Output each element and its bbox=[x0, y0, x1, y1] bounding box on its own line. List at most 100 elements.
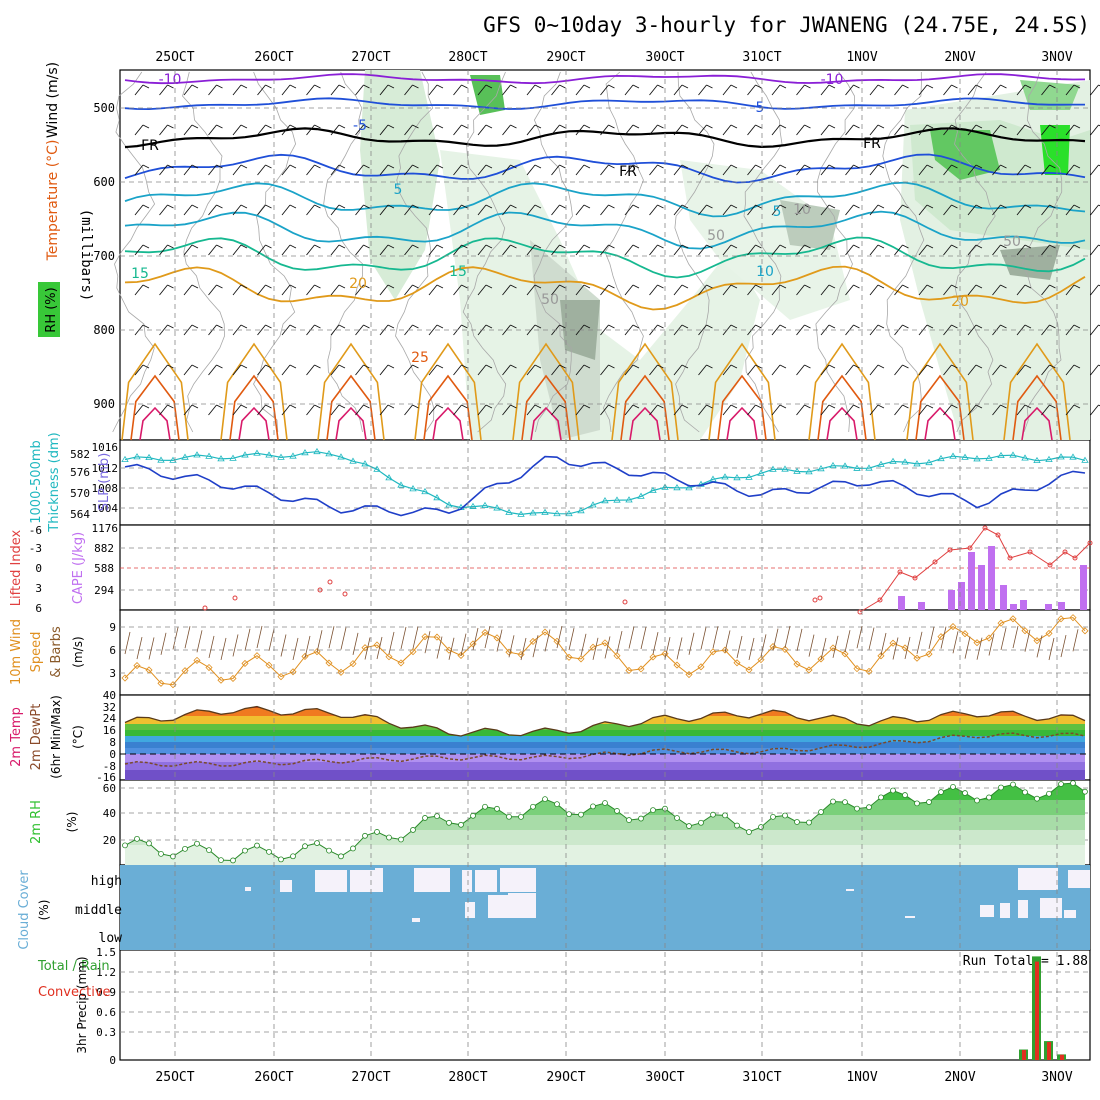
barb-flag bbox=[681, 324, 689, 329]
barb-flag bbox=[877, 364, 885, 369]
wind-barb bbox=[134, 204, 150, 216]
barb-staff bbox=[428, 124, 438, 136]
surface-barb bbox=[304, 635, 311, 658]
cape-bar bbox=[1020, 600, 1027, 610]
barb-flag bbox=[706, 164, 713, 169]
bottom-x-tick: 3NOV bbox=[1041, 1070, 1072, 1085]
barb-staff bbox=[820, 364, 830, 376]
pressure-tick: 700 bbox=[93, 249, 115, 263]
wind-barb bbox=[208, 204, 223, 216]
diurnal-contour bbox=[708, 342, 776, 441]
diurnal-contour bbox=[238, 406, 270, 441]
surface-barb bbox=[1048, 637, 1055, 661]
li-point bbox=[817, 595, 823, 601]
barb-flag bbox=[853, 404, 860, 409]
barb-staff bbox=[551, 244, 560, 256]
li-point bbox=[967, 545, 973, 551]
wind-barb bbox=[600, 84, 615, 96]
wind-barb bbox=[355, 164, 370, 176]
wind-barb bbox=[330, 244, 346, 256]
barb-staff bbox=[747, 244, 756, 256]
wind-barb bbox=[330, 204, 346, 216]
barb-flag bbox=[755, 324, 762, 329]
rh-contour bbox=[815, 71, 855, 433]
barb-flag bbox=[338, 404, 346, 409]
barb-staff bbox=[404, 284, 413, 296]
wind-barb bbox=[134, 84, 150, 96]
barb-flag bbox=[902, 364, 909, 369]
barb-staff bbox=[624, 204, 634, 216]
contour-label: 50 bbox=[541, 292, 559, 308]
barb-flag bbox=[559, 324, 566, 329]
thickness-slp-panel: 582576570564101610121008100411761000-500… bbox=[29, 432, 1090, 535]
wind-barb bbox=[698, 204, 713, 216]
temperature-contour bbox=[124, 73, 1086, 85]
wind-barb bbox=[747, 124, 762, 136]
surface-barb bbox=[220, 637, 227, 661]
barb-flag bbox=[608, 164, 615, 169]
wind-barb bbox=[330, 404, 346, 416]
barb-flag bbox=[534, 124, 542, 129]
contour-label: -10 bbox=[821, 72, 844, 88]
barb-staff bbox=[992, 284, 1001, 296]
rh-point bbox=[842, 799, 848, 806]
barb-flag bbox=[877, 204, 885, 209]
diurnal-contour bbox=[808, 342, 876, 441]
wind-barb bbox=[771, 204, 787, 216]
wind-barb bbox=[771, 84, 787, 96]
thickness-point bbox=[421, 487, 429, 495]
barb-staff bbox=[943, 364, 952, 376]
barb-flag bbox=[608, 364, 615, 369]
rh-point bbox=[1070, 780, 1076, 787]
surface-barb bbox=[568, 628, 575, 651]
rh-point bbox=[854, 805, 860, 812]
precip-tick: 0.6 bbox=[96, 1006, 116, 1019]
barb-flag bbox=[461, 84, 468, 89]
dewpoint-line bbox=[124, 732, 1086, 767]
barb-flag bbox=[363, 124, 370, 129]
barb-staff bbox=[502, 244, 511, 256]
top-x-tick: 28OCT bbox=[448, 50, 487, 65]
barb-flag bbox=[951, 404, 958, 409]
wind-barb bbox=[894, 124, 909, 136]
barb-staff bbox=[575, 164, 585, 176]
barb-flag bbox=[436, 324, 444, 329]
wind-barb bbox=[673, 404, 689, 416]
thickness-point bbox=[973, 455, 981, 462]
rh-contour bbox=[112, 71, 156, 433]
thickness-point bbox=[577, 507, 585, 514]
barb-staff bbox=[1041, 164, 1050, 176]
contour-label: 15 bbox=[449, 264, 467, 280]
wind-barb bbox=[379, 84, 395, 96]
wind-barb bbox=[992, 284, 1007, 296]
wind-barb bbox=[600, 324, 615, 336]
barb-flag bbox=[828, 244, 836, 249]
barb-flag bbox=[485, 364, 493, 369]
barb-staff bbox=[502, 204, 511, 216]
barb-flag bbox=[387, 324, 395, 329]
barb-flag bbox=[1000, 84, 1007, 89]
li-point bbox=[1027, 549, 1033, 555]
barb-flag bbox=[314, 324, 321, 329]
barb-flag bbox=[853, 364, 860, 369]
wind-speed-point bbox=[601, 639, 609, 647]
thickness-point bbox=[433, 494, 441, 501]
surface-barb bbox=[184, 626, 191, 649]
temp-label: 2m Temp bbox=[9, 707, 24, 767]
wind-barb bbox=[649, 164, 664, 176]
wind-barb bbox=[747, 284, 762, 296]
thickness-point bbox=[205, 452, 213, 459]
surface-barb bbox=[832, 635, 839, 658]
barb-flag bbox=[534, 84, 542, 89]
wind-label: (m/s) bbox=[71, 636, 85, 667]
barb-flag bbox=[730, 404, 738, 409]
contour-label: -10 bbox=[159, 72, 182, 88]
barb-flag bbox=[363, 204, 370, 209]
rh-point bbox=[422, 815, 428, 821]
barb-staff bbox=[575, 364, 585, 376]
wind-barb bbox=[551, 124, 566, 136]
surface-barb bbox=[496, 629, 503, 652]
surface-barb bbox=[748, 637, 755, 661]
barb-flag bbox=[412, 284, 419, 289]
barb-flag bbox=[265, 404, 272, 409]
